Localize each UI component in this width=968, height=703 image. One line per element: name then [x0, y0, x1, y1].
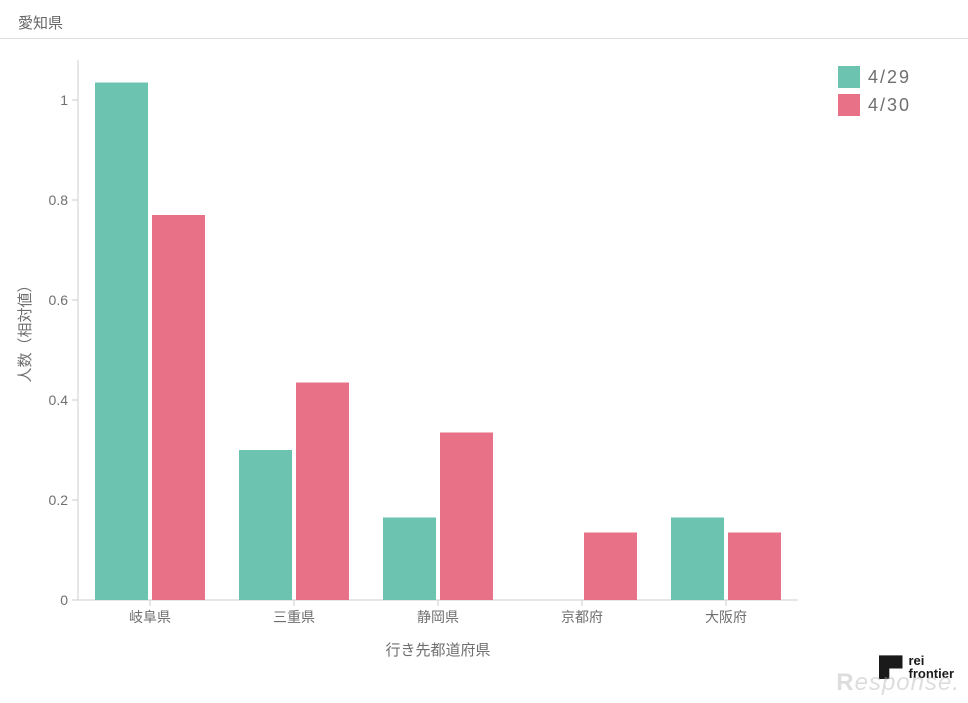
- bar: [671, 518, 724, 601]
- legend-item-1: 4/30: [838, 94, 911, 116]
- chart-legend: 4/29 4/30: [838, 66, 911, 122]
- y-tick-label: 0.8: [49, 192, 69, 208]
- bar: [152, 215, 205, 600]
- x-tick-label: 静岡県: [417, 609, 459, 625]
- x-axis-label: 行き先都道府県: [385, 642, 490, 659]
- legend-label: 4/30: [868, 95, 911, 116]
- legend-swatch-icon: [838, 94, 860, 116]
- y-tick-label: 0: [60, 592, 68, 608]
- legend-swatch-icon: [838, 66, 860, 88]
- x-tick-label: 大阪府: [705, 609, 747, 625]
- bar: [584, 533, 637, 601]
- y-tick-label: 0.6: [49, 292, 69, 308]
- y-axis-label: 人数（相対値）: [17, 277, 34, 382]
- bar: [728, 533, 781, 601]
- y-tick-label: 0.4: [49, 392, 69, 408]
- bar: [383, 518, 436, 601]
- x-tick-label: 京都府: [561, 609, 603, 625]
- bar: [239, 450, 292, 600]
- x-tick-label: 三重県: [273, 609, 315, 625]
- bar: [95, 83, 148, 601]
- legend-label: 4/29: [868, 67, 911, 88]
- bar-chart: 0 0.2 0.4 0.6 0.8 1 人数（相対値） 岐阜県 三重県 静岡県 京都府 大阪府行き先都…: [0, 0, 968, 703]
- bar: [440, 433, 493, 601]
- x-tick-label: 岐阜県: [129, 609, 171, 625]
- legend-item-0: 4/29: [838, 66, 911, 88]
- y-tick-label: 1: [60, 92, 68, 108]
- y-tick-label: 0.2: [49, 492, 69, 508]
- bar: [296, 383, 349, 601]
